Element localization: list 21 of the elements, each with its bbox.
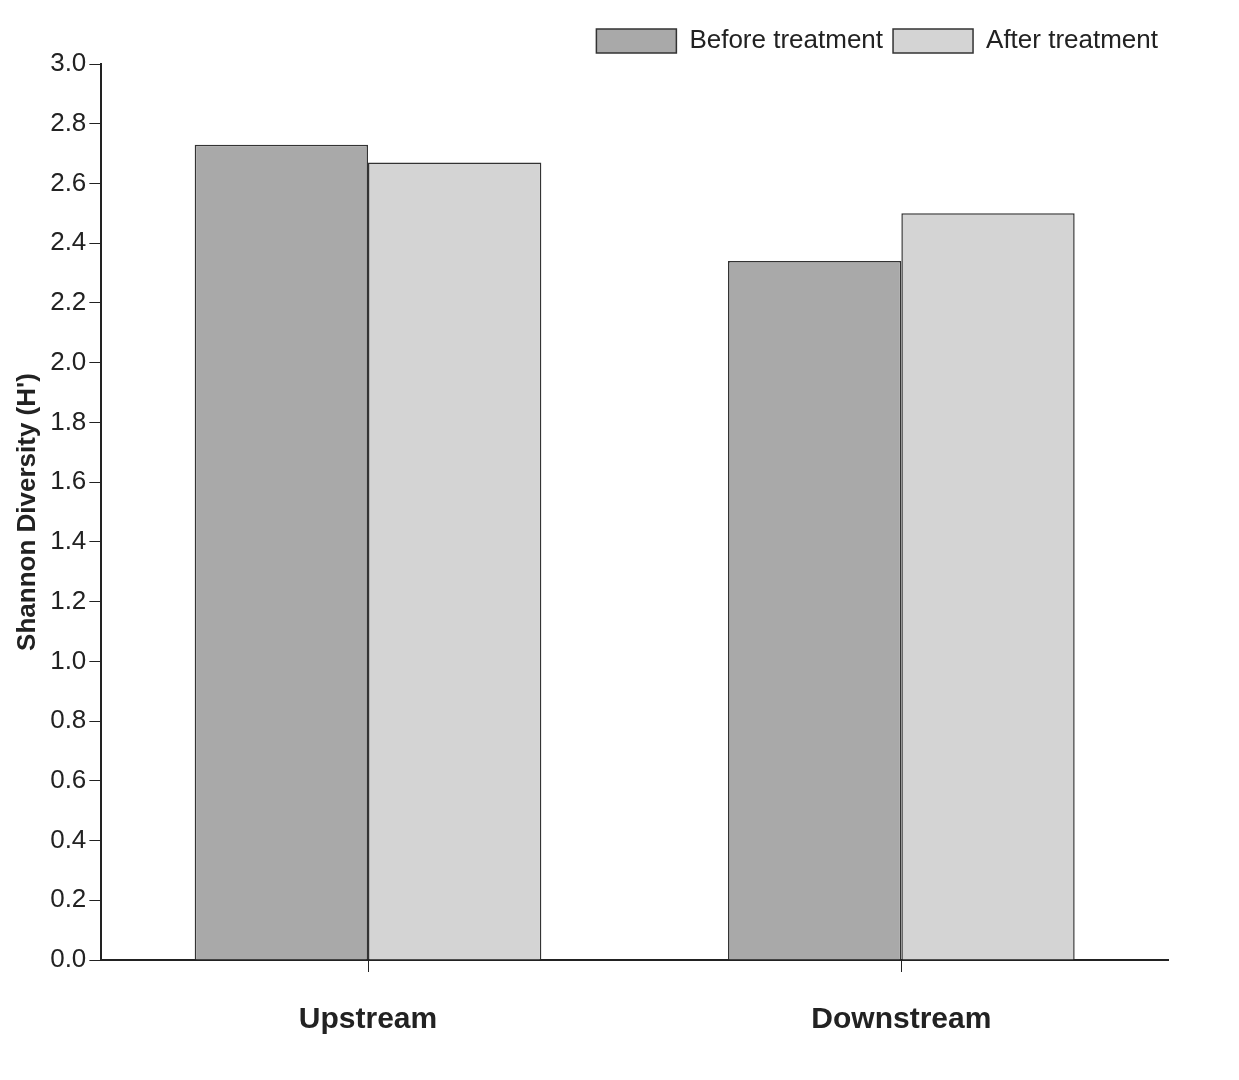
y-tick-label: 2.6 [50,166,87,197]
y-tick-label: 2.0 [50,345,87,376]
y-tick-label: 3.0 [50,47,87,78]
y-axis-title: Shannon Diversity (H') [10,373,41,651]
x-tick-label: Downstream [811,1001,992,1035]
y-tick-label: 1.0 [50,644,87,675]
y-tick-label: 0.0 [50,943,87,974]
x-tick-label: Upstream [298,1001,438,1035]
y-tick-label: 2.4 [50,226,87,257]
y-tick-label: 0.4 [50,823,87,854]
y-tick-label: 2.8 [50,106,87,137]
y-tick-label: 1.6 [50,465,87,496]
y-tick-label: 1.2 [50,584,87,615]
y-tick-label: 1.8 [50,405,87,436]
legend-label: After treatment [986,24,1159,55]
legend-label: Before treatment [689,24,884,55]
y-tick-label: 2.2 [50,286,87,317]
y-tick-label: 1.4 [50,525,87,556]
y-tick-label: 0.6 [50,763,87,794]
y-tick-label: 0.2 [50,883,87,914]
y-tick-label: 0.8 [50,704,87,735]
